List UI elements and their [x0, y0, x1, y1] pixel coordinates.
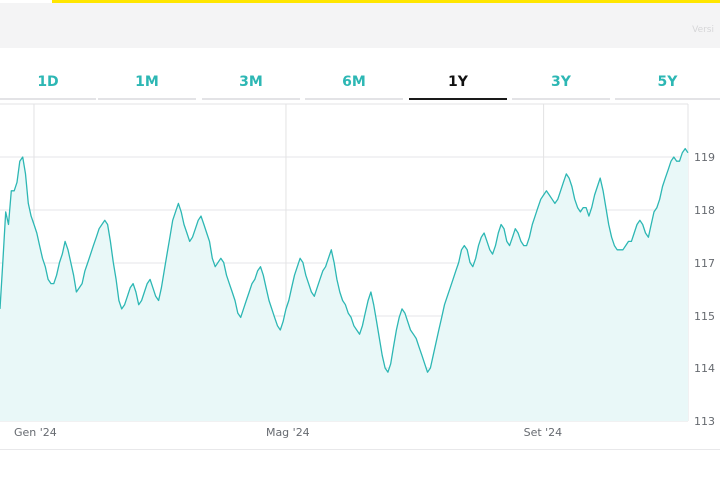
area-fill: [0, 148, 688, 421]
top-accent-bar: [52, 0, 720, 3]
top-header-band: Versi: [0, 3, 720, 48]
tab-1d[interactable]: 1D: [0, 64, 96, 100]
tab-6m[interactable]: 6M: [305, 64, 403, 100]
tab-3m[interactable]: 3M: [202, 64, 300, 100]
y-tick-label: 114: [694, 362, 715, 375]
x-tick-label: Gen '24: [14, 426, 57, 439]
chart-labels: 119 118 117 115 114 113 Gen '24 Mag '24 Set '24: [14, 151, 715, 439]
y-tick-label: 113: [694, 415, 715, 428]
tab-1m[interactable]: 1M: [98, 64, 196, 100]
y-tick-label: 115: [694, 310, 715, 323]
x-tick-label: Set '24: [524, 426, 563, 439]
bottom-divider: [0, 449, 720, 450]
chart-area: [0, 147, 689, 421]
y-tick-label: 118: [694, 204, 715, 217]
y-tick-label: 117: [694, 257, 715, 270]
x-tick-label: Mag '24: [266, 426, 310, 439]
tab-1y[interactable]: 1Y: [409, 64, 507, 100]
tab-3y[interactable]: 3Y: [512, 64, 610, 100]
tab-5y[interactable]: 5Y: [615, 64, 720, 100]
series-line: [0, 147, 689, 373]
period-tabs: 1D 1M 3M 6M 1Y 3Y 5Y: [0, 64, 720, 102]
y-tick-label: 119: [694, 151, 715, 164]
header-label: Versi: [692, 25, 714, 35]
